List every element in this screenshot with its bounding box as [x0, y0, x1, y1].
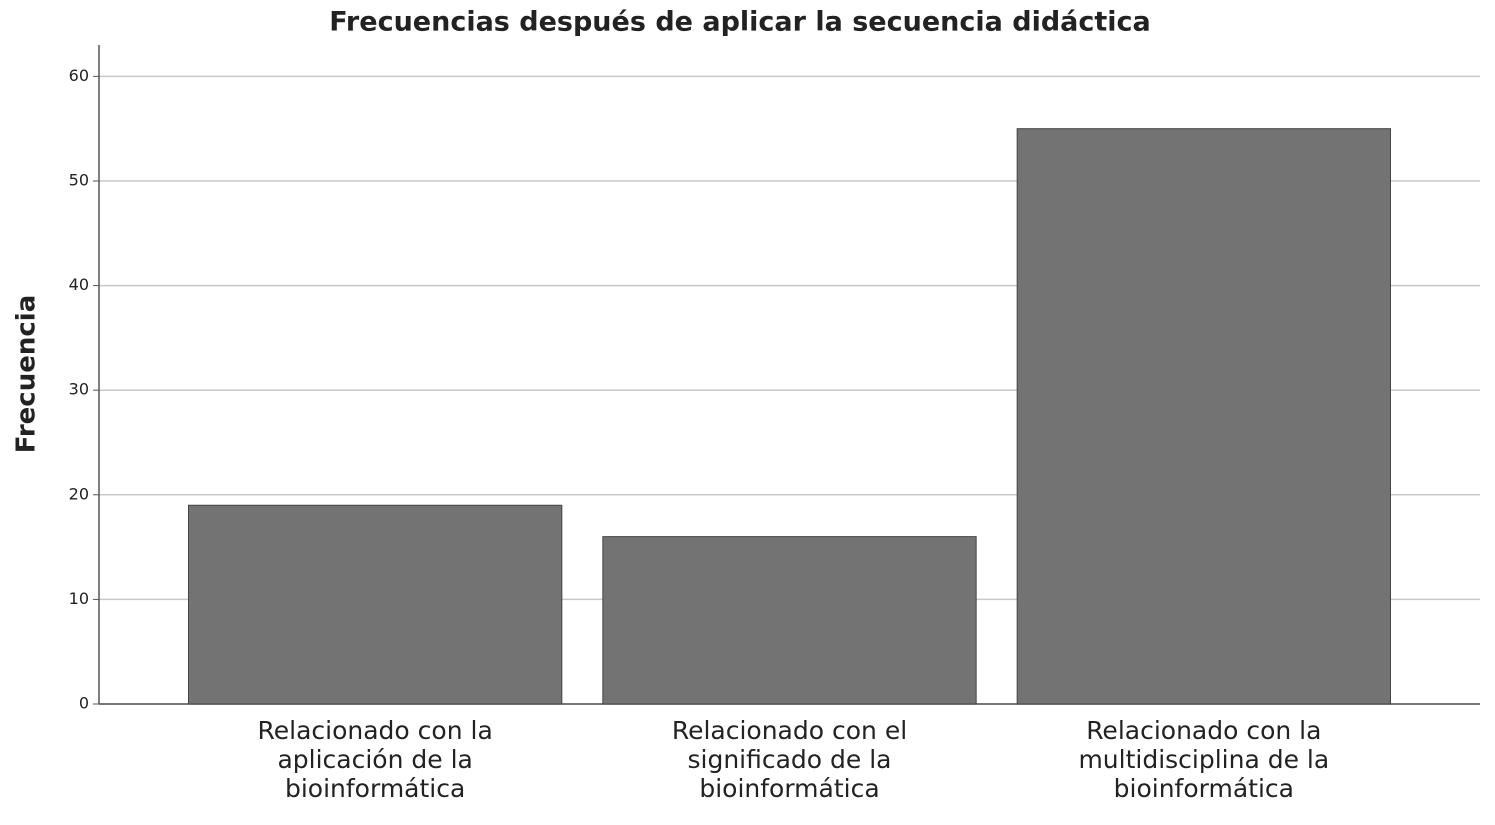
bar	[188, 504, 563, 705]
x-tick-label: Relacionado con el significado de la bio…	[671, 716, 908, 803]
y-tick-label: 40	[69, 275, 89, 294]
y-tick-label: 10	[69, 589, 89, 608]
y-tick-label: 50	[69, 170, 89, 189]
x-tick-label: Relacionado con la aplicación de la bioi…	[257, 716, 493, 803]
y-tick-label: 20	[69, 484, 89, 503]
bar	[1016, 128, 1392, 705]
chart-title: Frecuencias después de aplicar la secuen…	[329, 7, 1151, 38]
x-tick-label: Relacionado con la multidisciplina de la…	[1078, 716, 1330, 803]
y-tick-label: 0	[79, 694, 89, 713]
y-tick-label: 30	[69, 380, 89, 399]
y-tick-label: 60	[69, 66, 89, 85]
bar	[602, 536, 977, 705]
y-axis-label: Frecuencia	[12, 295, 42, 454]
